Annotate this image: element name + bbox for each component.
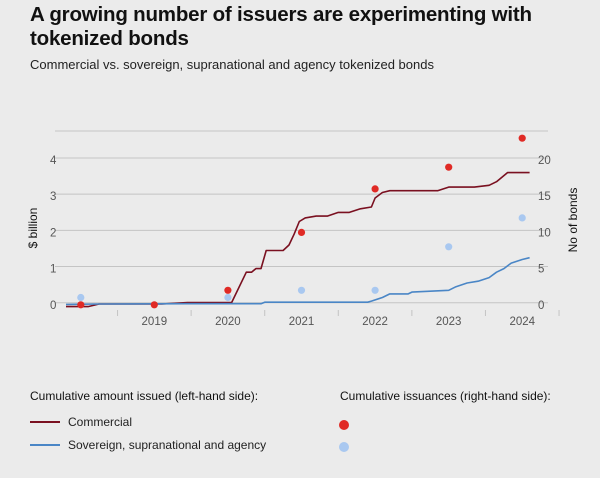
y-tick-label-left: 2 [50,227,56,239]
legend-item-ssa: Sovereign, supranational and agency [30,438,266,452]
chart-subtitle: Commercial vs. sovereign, supranational … [30,57,434,72]
series-lines [65,171,530,308]
legend-label-ssa: Sovereign, supranational and agency [68,438,267,452]
y-tick-label-left: 1 [50,264,56,276]
x-tick-label: 2022 [362,316,388,328]
y-tick-label-right: 10 [538,227,551,239]
data-point-commercial [297,228,306,236]
y-axis-label-left: $ billion [26,208,40,249]
chart-canvas: 0 1 2 3 4 0 5 10 15 20 2019 2020 2021 2022 2023 2024 $ … [26,130,580,328]
data-point-commercial [445,163,453,171]
legend-line-commercial [30,421,60,423]
y-tick-label-right: 20 [538,155,551,167]
legend-right-heading: Cumulative issuances (right-hand side): [340,389,551,403]
y-tick-label-right: 5 [538,264,544,276]
y-tick-label-right: 15 [538,191,551,203]
x-tick-label: 2020 [215,316,241,328]
x-tick-label: 2019 [142,316,168,328]
data-point-commercial [518,134,526,142]
series-line-commercial [66,171,530,308]
data-point-ssa [77,293,85,302]
legend-item-commercial: Commercial [30,415,132,429]
x-tick-label: 2021 [289,316,315,328]
legend-line-ssa [30,444,60,446]
x-tick-label: 2024 [509,316,535,328]
data-point-ssa [445,243,453,251]
data-point-commercial [224,286,232,294]
legend-left-heading: Cumulative amount issued (left-hand side… [30,389,259,403]
legend-label-commercial: Commercial [68,415,133,429]
axis-ticks: 0 1 2 3 4 0 5 10 15 20 2019 2020 2021 2022 2023 2024 [50,155,551,328]
legend-dot-commercial [339,420,349,430]
y-tick-label-left: 4 [50,155,57,167]
gridlines [55,130,560,316]
y-tick-label-right: 0 [538,300,544,312]
data-point-commercial [77,301,85,309]
data-point-ssa [371,286,379,294]
chart-title: A growing number of issuers are experime… [30,3,532,50]
data-point-ssa [297,286,306,294]
data-point-ssa [518,214,526,222]
data-point-ssa [224,293,232,302]
y-tick-label-left: 3 [50,191,56,203]
series-dots [77,134,526,309]
y-axis-label-right: No of bonds [566,188,580,253]
legend-dot-ssa [339,442,349,452]
series-line-ssa [65,256,530,306]
y-tick-label-left: 0 [50,300,56,312]
x-tick-label: 2023 [436,316,462,328]
data-point-commercial [371,185,379,193]
data-point-commercial [150,301,158,309]
